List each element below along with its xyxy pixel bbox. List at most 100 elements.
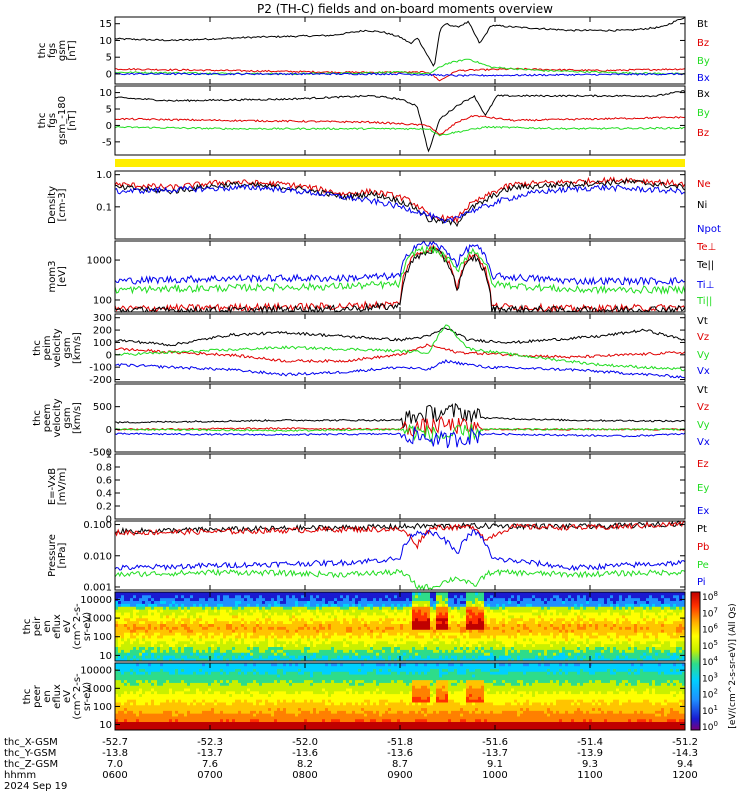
- series-line-6-blue: [114, 425, 686, 449]
- x-tick-value: 1000: [482, 770, 507, 781]
- quality-flag-bar: [115, 159, 685, 167]
- x-tick-value: 8.7: [392, 759, 408, 770]
- tick-label: 100: [93, 338, 112, 349]
- legend-Te⊥: Te⊥: [696, 242, 716, 253]
- series-line-3-red: [114, 176, 686, 224]
- x-tick-value: -13.6: [292, 748, 318, 759]
- colorbar-label: [eV/(cm^2-s-sr-eV)] (All Qs): [728, 603, 738, 728]
- tick-label: -500: [89, 448, 112, 459]
- y-axis-label: fgs: [47, 113, 58, 128]
- legend-Bt: Bt: [697, 19, 708, 30]
- tick-label: 0.4: [96, 489, 112, 500]
- series-line-1-blue: [114, 72, 685, 77]
- y-axis-label: thc: [32, 340, 43, 356]
- tick-label: 0.2: [96, 502, 112, 513]
- tick-label: 10: [99, 720, 112, 731]
- y-axis-label: [nPa]: [57, 542, 68, 568]
- tick-label: 1: [106, 450, 112, 461]
- legend-Ey: Ey: [697, 483, 709, 494]
- y-axis-label: Pressure: [47, 534, 58, 577]
- y-axis-label: velocity: [52, 328, 63, 367]
- tick-label: 10: [99, 88, 112, 99]
- x-tick-value: -51.2: [672, 737, 698, 748]
- series-line-5-blue: [114, 358, 686, 379]
- legend-Pe: Pe: [697, 560, 709, 571]
- y-axis-label: gsm: [57, 40, 68, 61]
- colorbar-tick: 105: [702, 639, 718, 652]
- tick-label: 0.001: [83, 582, 112, 593]
- x-tick-value: 0800: [292, 770, 317, 781]
- tick-label: 0: [106, 121, 112, 132]
- y-axis-label: peem: [42, 404, 53, 432]
- y-axis-label: [nT]: [67, 110, 78, 130]
- y-axis-label: thc: [22, 689, 33, 705]
- y-axis-label: (cm^2-s-: [72, 603, 83, 650]
- legend-Vy: Vy: [697, 350, 710, 361]
- tick-label: 300: [93, 313, 112, 324]
- series-line-3-black: [114, 178, 686, 228]
- tick-label: 200: [93, 326, 112, 337]
- panel-frame: [114, 520, 686, 591]
- x-tick-value: -51.8: [387, 737, 413, 748]
- legend-Ti⊥: Ti⊥: [696, 280, 714, 291]
- x-tick-value: 9.1: [487, 759, 503, 770]
- colorbar: [690, 591, 701, 731]
- panel-3: 0.1 1.0 Density [cm-3] Ne Ni Npot: [47, 170, 721, 240]
- legend-Ti||: Ti||: [696, 296, 712, 307]
- series-line-2-red: [114, 115, 686, 136]
- x-tick-value: 1200: [672, 770, 697, 781]
- y-axis-label: eV: [62, 690, 73, 703]
- y-axis-label: eflux: [52, 684, 63, 709]
- y-axis-label: [nT]: [67, 40, 78, 60]
- y-axis-label: sr-eV): [82, 612, 93, 641]
- y-axis-label: thc: [32, 410, 43, 426]
- panel-9: 10 100 1000 10000 thc peir en eflux eV (cm^2-s-sr…: [22, 591, 686, 662]
- y-axis-label: [km/s]: [72, 402, 83, 434]
- series-line-5-black: [114, 327, 686, 347]
- x-tick-value: -51.6: [482, 737, 508, 748]
- colorbar-tick: 104: [702, 655, 718, 668]
- x-tick-value: -13.7: [197, 748, 223, 759]
- x-tick-value: -13.8: [102, 748, 128, 759]
- legend-Vt: Vt: [697, 385, 708, 396]
- y-axis-label: eV: [62, 620, 73, 633]
- series-line-1-black: [114, 16, 686, 67]
- legend-Bx: Bx: [697, 89, 710, 100]
- x-tick-value: -13.9: [577, 748, 603, 759]
- colorbar-tick: 100: [702, 720, 718, 733]
- legend-Pi: Pi: [697, 577, 706, 588]
- y-axis-label: gsm: [62, 337, 73, 358]
- colorbar-tick: 108: [702, 590, 718, 603]
- legend-Bx: Bx: [697, 73, 710, 84]
- y-axis-label: gsm_-180: [57, 96, 68, 145]
- tick-label: 10000: [80, 666, 112, 677]
- legend-Bz: Bz: [697, 38, 709, 49]
- x-tick-value: 0700: [197, 770, 222, 781]
- legend-Vt: Vt: [697, 316, 708, 327]
- series-line-6-black: [114, 402, 686, 429]
- tick-label: 0.8: [96, 463, 112, 474]
- panel-frame: [114, 453, 686, 520]
- legend-Bz: Bz: [697, 128, 709, 139]
- x-tick-value: 7.6: [202, 759, 218, 770]
- y-axis-label: sr-eV): [82, 682, 93, 711]
- tick-label: 15: [99, 19, 112, 30]
- tick-label: 1000: [87, 614, 112, 625]
- x-axis-row-label: thc_X-GSM: [4, 737, 58, 748]
- series-line-8-green: [114, 568, 686, 592]
- legend-Vz: Vz: [697, 402, 709, 413]
- y-axis-label: Density: [47, 186, 58, 224]
- x-tick-value: -13.6: [387, 748, 413, 759]
- y-axis-label: peer: [32, 684, 43, 708]
- y-axis-label: [cm-3]: [57, 188, 68, 221]
- legend-By: By: [697, 56, 710, 67]
- panel-8: 0.001 0.010 0.100 Pressure [nPa] Pt Pb Pe Pi: [47, 520, 709, 593]
- x-tick-value: 9.4: [677, 759, 693, 770]
- tick-label: 1.0: [96, 170, 112, 181]
- y-axis-label: fgs: [47, 43, 58, 58]
- x-tick-value: -14.3: [672, 748, 698, 759]
- tick-label: 0.100: [83, 520, 112, 531]
- colorbar-tick: 106: [702, 623, 718, 636]
- x-tick-value: 1100: [577, 770, 602, 781]
